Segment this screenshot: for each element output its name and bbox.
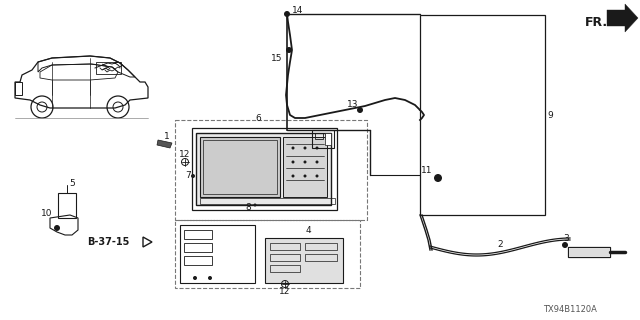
Bar bbox=[315, 133, 323, 139]
Circle shape bbox=[286, 47, 292, 53]
Polygon shape bbox=[607, 4, 638, 32]
Text: TX94B1120A: TX94B1120A bbox=[543, 306, 597, 315]
Circle shape bbox=[208, 276, 212, 280]
Bar bbox=[312, 130, 334, 148]
Circle shape bbox=[291, 161, 294, 164]
Circle shape bbox=[316, 161, 319, 164]
Polygon shape bbox=[157, 140, 172, 148]
Bar bbox=[270, 265, 300, 272]
Circle shape bbox=[434, 174, 442, 182]
Text: 9: 9 bbox=[547, 110, 553, 119]
Bar bbox=[420, 15, 545, 215]
Circle shape bbox=[316, 174, 319, 178]
Bar bbox=[568, 247, 610, 257]
Text: 8: 8 bbox=[245, 203, 251, 212]
Circle shape bbox=[291, 174, 294, 178]
Bar bbox=[192, 128, 337, 210]
Bar bbox=[175, 120, 367, 220]
Bar bbox=[200, 198, 335, 204]
Text: 2: 2 bbox=[497, 239, 503, 249]
Bar bbox=[305, 254, 337, 261]
Circle shape bbox=[316, 147, 319, 149]
Text: 1: 1 bbox=[164, 132, 170, 140]
Bar bbox=[270, 254, 300, 261]
Text: 7: 7 bbox=[185, 171, 191, 180]
Circle shape bbox=[303, 174, 307, 178]
Text: 5: 5 bbox=[69, 179, 75, 188]
Circle shape bbox=[54, 225, 60, 231]
Bar bbox=[96, 62, 121, 74]
Text: 12: 12 bbox=[179, 149, 191, 158]
Text: 14: 14 bbox=[292, 5, 303, 14]
Bar bbox=[175, 220, 360, 288]
Bar bbox=[265, 238, 343, 283]
Bar bbox=[270, 243, 300, 250]
Text: 4: 4 bbox=[305, 226, 311, 235]
Bar bbox=[305, 243, 337, 250]
Circle shape bbox=[193, 276, 197, 280]
Bar bbox=[283, 137, 327, 197]
Bar bbox=[180, 225, 255, 283]
Circle shape bbox=[191, 174, 195, 178]
Circle shape bbox=[253, 204, 257, 206]
Circle shape bbox=[357, 107, 363, 113]
Bar bbox=[200, 137, 280, 197]
Text: 13: 13 bbox=[346, 100, 358, 108]
Bar bbox=[196, 133, 331, 205]
Bar bbox=[58, 193, 76, 218]
Text: B-37-15: B-37-15 bbox=[87, 237, 129, 247]
Text: 15: 15 bbox=[271, 53, 282, 62]
Text: 10: 10 bbox=[40, 209, 52, 218]
Circle shape bbox=[291, 147, 294, 149]
Text: FR.: FR. bbox=[585, 15, 608, 28]
Bar bbox=[325, 133, 331, 139]
Circle shape bbox=[284, 11, 290, 17]
Circle shape bbox=[303, 147, 307, 149]
Circle shape bbox=[562, 242, 568, 248]
Bar bbox=[184, 230, 212, 239]
Text: 12: 12 bbox=[279, 287, 291, 297]
Text: 6: 6 bbox=[255, 114, 261, 123]
Bar bbox=[203, 140, 277, 194]
Bar bbox=[568, 247, 610, 257]
Bar bbox=[184, 243, 212, 252]
Circle shape bbox=[303, 161, 307, 164]
Text: 3: 3 bbox=[563, 234, 569, 243]
Bar bbox=[184, 256, 212, 265]
Text: 11: 11 bbox=[420, 165, 432, 174]
Bar bbox=[325, 133, 331, 145]
